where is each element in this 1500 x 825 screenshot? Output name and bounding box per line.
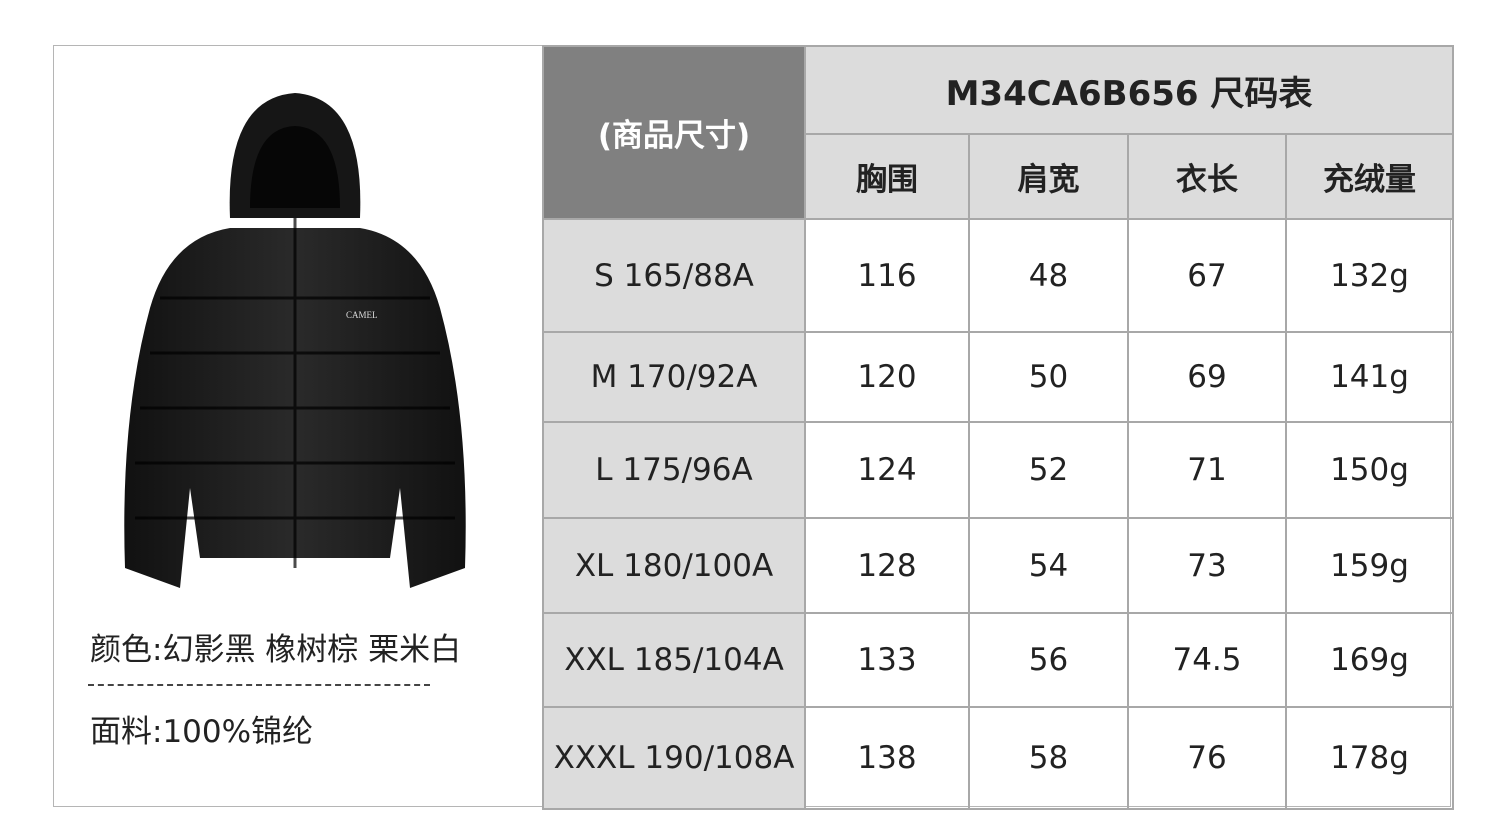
value-cell: 48 — [968, 218, 1129, 333]
value-cell: 56 — [968, 612, 1129, 708]
value-cell: 132g — [1285, 218, 1454, 333]
value-cell: 52 — [968, 421, 1129, 519]
value-cell: 150g — [1285, 421, 1454, 519]
value-cell: 124 — [804, 421, 970, 519]
table-row: M 170/92A 120 50 69 141g — [542, 331, 1454, 423]
value-cell: 141g — [1285, 331, 1454, 423]
value-cell: 58 — [968, 706, 1129, 810]
value-cell: 67 — [1127, 218, 1287, 333]
table-row: L 175/96A 124 52 71 150g — [542, 421, 1454, 519]
fabric-info: 面料:100%锦纶 — [90, 714, 314, 750]
column-header: 肩宽 — [968, 133, 1129, 220]
value-cell: 133 — [804, 612, 970, 708]
value-cell: 50 — [968, 331, 1129, 423]
table-row: S 165/88A 116 48 67 132g — [542, 218, 1454, 333]
table-row: XL 180/100A 128 54 73 159g — [542, 517, 1454, 614]
column-header: 充绒量 — [1285, 133, 1454, 220]
value-cell: 74.5 — [1127, 612, 1287, 708]
value-cell: 169g — [1285, 612, 1454, 708]
value-cell: 54 — [968, 517, 1129, 614]
size-cell: XXL 185/104A — [542, 612, 806, 708]
value-cell: 120 — [804, 331, 970, 423]
value-cell: 128 — [804, 517, 970, 614]
column-header: 衣长 — [1127, 133, 1287, 220]
jacket-image: CAMEL — [124, 93, 466, 588]
color-info: 颜色:幻影黑 橡树棕 栗米白 — [90, 632, 462, 668]
value-cell: 73 — [1127, 517, 1287, 614]
value-cell: 159g — [1285, 517, 1454, 614]
table-row: XXXL 190/108A 138 58 76 178g — [542, 706, 1454, 810]
camel-logo: CAMEL — [346, 310, 378, 320]
size-table: (商品尺寸) M34CA6B656 尺码表 胸围 肩宽 衣长 充绒量 S 165/88… — [542, 45, 1454, 810]
size-cell: XL 180/100A — [542, 517, 806, 614]
value-cell: 116 — [804, 218, 970, 333]
value-cell: 69 — [1127, 331, 1287, 423]
size-cell: XXXL 190/108A — [542, 706, 806, 810]
value-cell: 178g — [1285, 706, 1454, 810]
size-column-header: (商品尺寸) — [542, 45, 806, 220]
table-row: XXL 185/104A 133 56 74.5 169g — [542, 612, 1454, 708]
column-header: 胸围 — [804, 133, 970, 220]
size-cell: M 170/92A — [542, 331, 806, 423]
value-cell: 138 — [804, 706, 970, 810]
size-cell: L 175/96A — [542, 421, 806, 519]
divider — [88, 684, 430, 686]
table-title: M34CA6B656 尺码表 — [804, 45, 1454, 135]
size-cell: S 165/88A — [542, 218, 806, 333]
value-cell: 71 — [1127, 421, 1287, 519]
value-cell: 76 — [1127, 706, 1287, 810]
